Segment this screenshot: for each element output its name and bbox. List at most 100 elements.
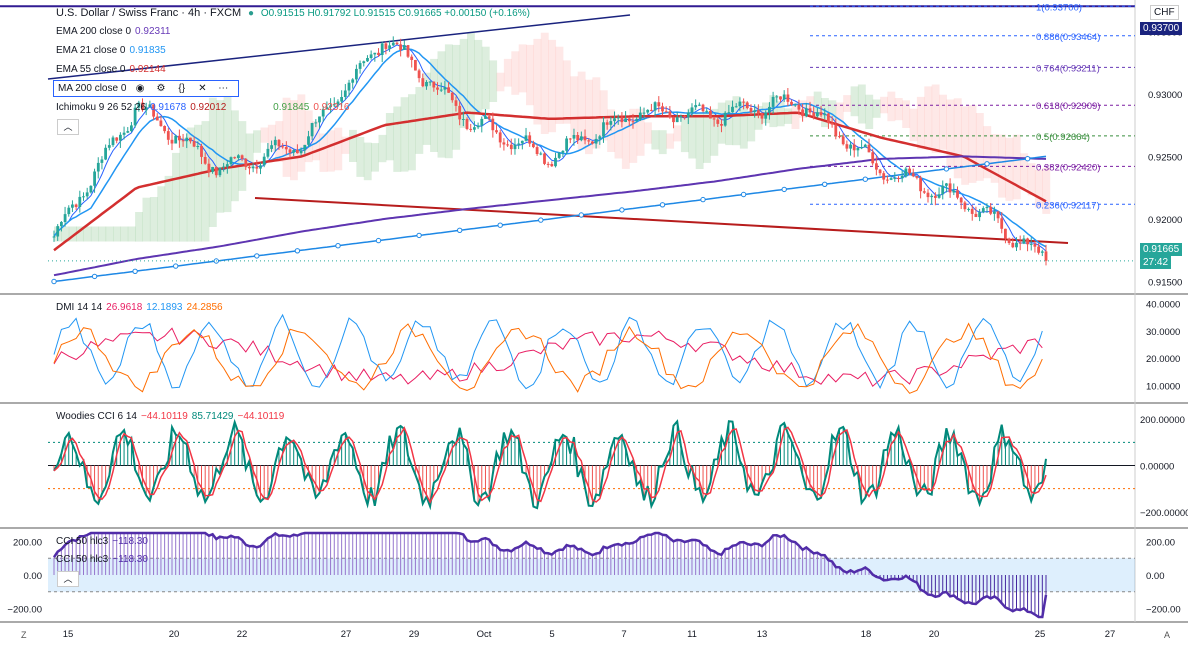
collapse-cci-button[interactable]: ︿ bbox=[57, 571, 79, 587]
candle-body bbox=[211, 167, 214, 172]
ichimoku-cloud-segment bbox=[356, 137, 365, 177]
candle-body bbox=[849, 144, 852, 149]
time-axis-label: 22 bbox=[237, 629, 248, 640]
candle-body bbox=[307, 136, 310, 145]
hline-price-tag: 0.93700 bbox=[1140, 22, 1183, 35]
time-axis-label: 20 bbox=[169, 629, 180, 640]
auto-scale-button[interactable]: A bbox=[1164, 630, 1171, 640]
more-icon[interactable]: ⋯ bbox=[218, 83, 229, 94]
ichimoku-cloud-segment bbox=[127, 226, 136, 242]
ichimoku-cloud-segment bbox=[592, 77, 601, 149]
ichimoku-cloud-segment bbox=[223, 94, 232, 213]
cci-axis-label-left: −200.00 bbox=[7, 605, 42, 616]
candle-body bbox=[174, 135, 178, 144]
ema200-marker bbox=[335, 243, 341, 249]
ichimoku-cloud-segment bbox=[570, 76, 579, 138]
candle-body bbox=[579, 136, 583, 141]
candle-body bbox=[395, 42, 399, 45]
source-code-icon[interactable]: {} bbox=[178, 83, 186, 94]
candle-body bbox=[355, 68, 358, 80]
collapse-legend-button[interactable]: ︿ bbox=[57, 119, 79, 135]
candle-body bbox=[141, 102, 144, 111]
candle-body bbox=[572, 135, 576, 139]
currency-badge[interactable]: CHF bbox=[1150, 5, 1179, 20]
time-axis-label: Oct bbox=[477, 629, 492, 640]
woodies-turbo-line bbox=[53, 426, 1047, 504]
candle-body bbox=[915, 176, 919, 178]
candle-body bbox=[827, 113, 830, 124]
legend-ema55[interactable]: EMA 55 close 0 0.92144 bbox=[56, 64, 166, 75]
candle-body bbox=[543, 153, 546, 164]
woodies-axis-label: 200.00000 bbox=[1140, 415, 1185, 426]
candle-body bbox=[930, 195, 934, 198]
candle-body bbox=[653, 102, 657, 111]
close-icon[interactable]: ✕ bbox=[198, 83, 207, 94]
ichimoku-cloud-segment bbox=[179, 137, 188, 242]
ichimoku-cloud-segment bbox=[953, 98, 962, 179]
candle-body bbox=[336, 101, 340, 105]
ichimoku-cloud-segment bbox=[1027, 163, 1036, 196]
ema200-marker bbox=[254, 253, 260, 259]
candle-body bbox=[528, 135, 532, 144]
ema200-marker bbox=[619, 207, 625, 213]
time-axis-label: 11 bbox=[687, 629, 697, 640]
candle-body bbox=[587, 140, 591, 142]
ichimoku-cloud-segment bbox=[651, 130, 660, 150]
candle-body bbox=[377, 52, 380, 55]
time-axis-label: 20 bbox=[929, 629, 940, 640]
candle-body bbox=[738, 101, 742, 107]
candle-body bbox=[838, 136, 841, 138]
candle-body bbox=[406, 45, 410, 57]
ichimoku-cloud-segment bbox=[725, 100, 734, 146]
candle-body bbox=[664, 111, 668, 113]
candle-body bbox=[181, 140, 185, 142]
candle-body bbox=[259, 165, 262, 169]
legend-cci50-a: CCI 50 hlc3 −118.30 bbox=[56, 536, 148, 547]
candle-body bbox=[993, 211, 996, 214]
candle-body bbox=[616, 117, 620, 119]
symbol-header: U.S. Dollar / Swiss Franc · 4h · FXCM ● … bbox=[56, 7, 534, 19]
ichimoku-cloud-segment bbox=[975, 113, 984, 181]
candle-body bbox=[860, 147, 863, 149]
candle-body bbox=[469, 128, 473, 130]
ichimoku-cloud-segment bbox=[363, 142, 372, 181]
candle-body bbox=[723, 112, 727, 126]
candle-body bbox=[498, 132, 502, 143]
ichimoku-cloud-segment bbox=[312, 121, 320, 161]
ichimoku-cloud-segment bbox=[400, 97, 409, 172]
candle-body bbox=[428, 81, 432, 83]
candle-body bbox=[476, 125, 480, 128]
candle-body bbox=[292, 150, 296, 153]
legend-cci50-b: CCI 50 hlc3 −118.30 bbox=[56, 554, 148, 565]
candle-body bbox=[425, 82, 428, 87]
eye-icon[interactable]: ◉ bbox=[135, 83, 145, 94]
timezone-button[interactable]: Z bbox=[21, 630, 27, 640]
candle-body bbox=[926, 192, 930, 198]
candle-body bbox=[299, 150, 303, 154]
ema200-marker bbox=[538, 217, 544, 223]
candle-body bbox=[251, 166, 255, 169]
ichimoku-cloud-segment bbox=[562, 60, 571, 124]
candle-body bbox=[720, 124, 723, 126]
candle-body bbox=[82, 196, 85, 198]
candle-body bbox=[554, 157, 557, 167]
candle-body bbox=[421, 78, 425, 87]
dmi-minus-line bbox=[53, 313, 1043, 390]
candle-body bbox=[886, 179, 889, 181]
gear-icon[interactable]: ⚙ bbox=[156, 83, 166, 94]
candle-body bbox=[657, 102, 661, 107]
legend-ema21[interactable]: EMA 21 close 0 0.91835 bbox=[56, 45, 166, 56]
legend-ichimoku[interactable]: Ichimoku 9 26 52 26 0.91678 0.92012 0.9184… bbox=[56, 102, 350, 113]
legend-ema200[interactable]: EMA 200 close 0 0.92311 bbox=[56, 26, 171, 37]
candle-body bbox=[270, 145, 273, 149]
candle-body bbox=[989, 206, 993, 214]
candle-body bbox=[410, 56, 414, 60]
ichimoku-cloud-segment bbox=[747, 112, 756, 142]
candle-body bbox=[262, 156, 266, 166]
candle-body bbox=[107, 145, 111, 148]
candle-body bbox=[56, 226, 60, 237]
candle-body bbox=[819, 112, 823, 116]
legend-ma200[interactable]: MA 200 close 0 ◉ ⚙ {} ✕ ⋯ bbox=[53, 80, 240, 97]
candle-body bbox=[465, 119, 469, 129]
